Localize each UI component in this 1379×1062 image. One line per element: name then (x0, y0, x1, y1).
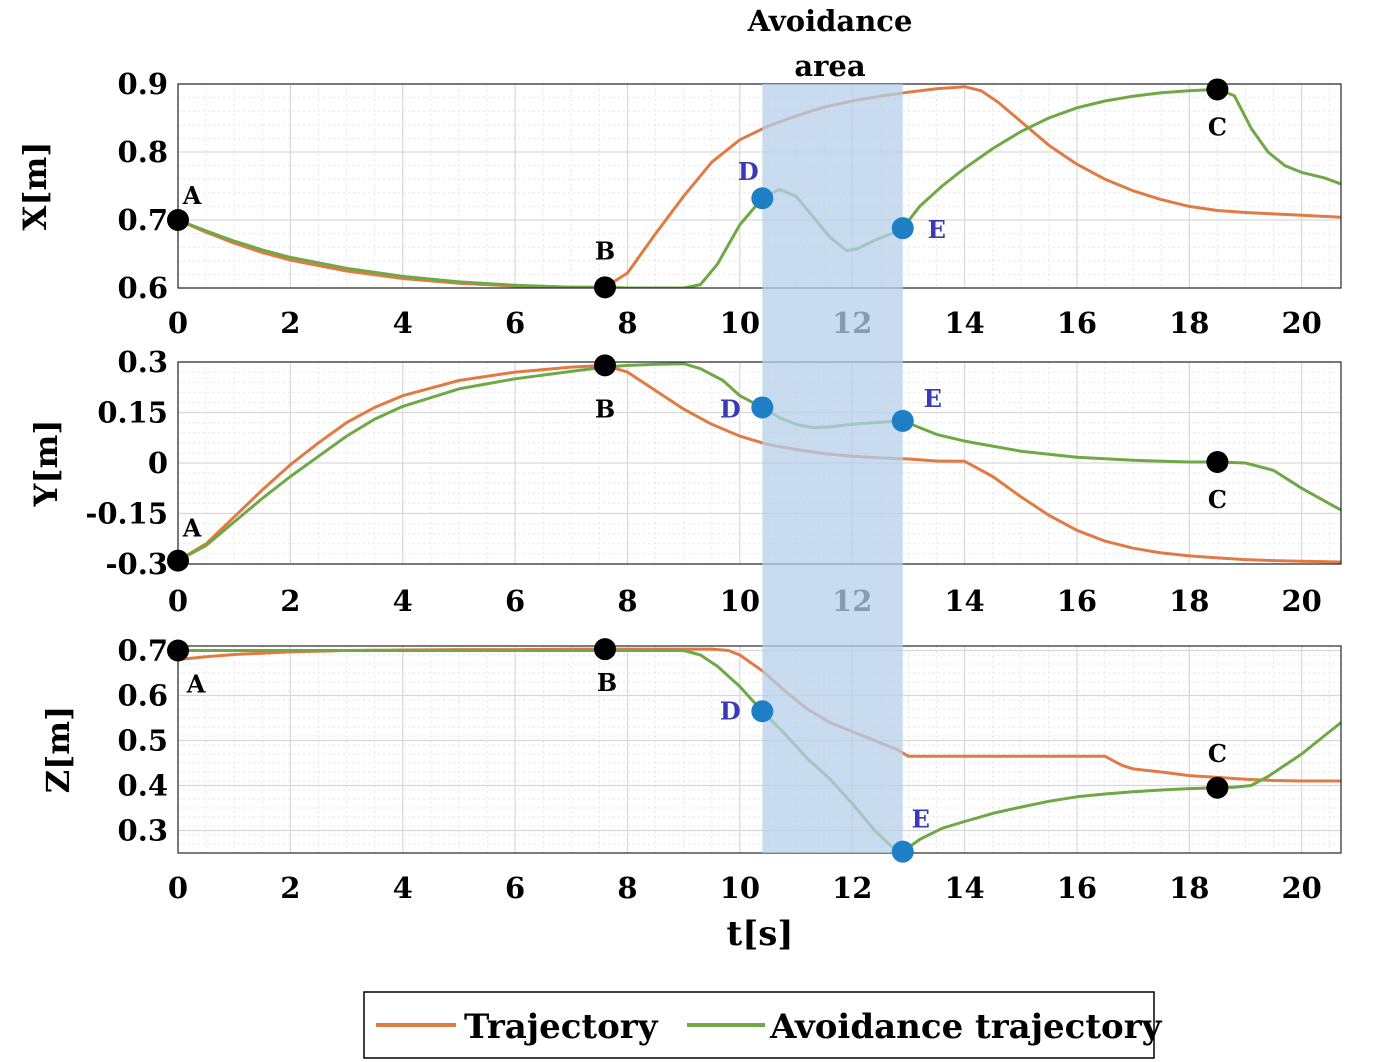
x-tick-label: 6 (505, 871, 525, 905)
x-tick-label: 4 (393, 306, 413, 340)
x-tick-label: 16 (1057, 306, 1097, 340)
x-tick-label: 6 (505, 306, 525, 340)
y-tick-label: 0.4 (118, 769, 168, 803)
x-tick-label: 20 (1281, 306, 1321, 340)
point-C-marker (1206, 78, 1229, 101)
legend: Trajectory Avoidance trajectory (363, 991, 1163, 1059)
x-tick-label: 18 (1169, 584, 1209, 618)
x-tick-label: 0 (168, 871, 188, 905)
x-tick-label: 8 (617, 584, 637, 618)
point-E-label: E (928, 215, 946, 244)
point-B-marker (593, 638, 616, 661)
point-B-marker (593, 276, 616, 299)
y-tick-label: 0.6 (118, 679, 168, 713)
x-tick-label: 10 (720, 584, 760, 618)
point-A-label: A (182, 514, 202, 543)
avoidance-area-band (762, 84, 903, 853)
point-E-label: E (912, 805, 930, 834)
x-tick-label: 10 (720, 871, 760, 905)
y-tick-label: -0.3 (106, 547, 169, 581)
avoidance-area-title-line1: Avoidance (747, 4, 913, 38)
point-B-label: B (597, 668, 617, 697)
x-tick-label: 8 (617, 871, 637, 905)
point-B-label: B (595, 236, 615, 265)
point-D-label: D (738, 157, 759, 186)
x-tick-label: 2 (280, 306, 300, 340)
x-tick-label: 14 (944, 306, 984, 340)
plot-area-z (178, 646, 1341, 853)
x-tick-label: 4 (393, 584, 413, 618)
point-C-label: C (1208, 112, 1227, 141)
x-tick-label: 20 (1281, 871, 1321, 905)
y-tick-label: 0 (148, 446, 168, 480)
axes-frame-z (177, 645, 1342, 854)
point-C-label: C (1208, 739, 1227, 768)
point-A-marker (167, 549, 189, 572)
x-tick-label: 10 (720, 306, 760, 340)
x-tick-label: 2 (280, 584, 300, 618)
x-tick-label: 18 (1169, 871, 1209, 905)
x-tick-label: 8 (617, 306, 637, 340)
x-tick-label: 20 (1281, 584, 1321, 618)
point-E-label: E (924, 384, 942, 413)
y-tick-label: 0.3 (118, 345, 168, 379)
x-tick-label: 16 (1057, 871, 1097, 905)
y-axis-label-y: Y[m] (27, 420, 65, 508)
y-axis-label-z: Z[m] (39, 706, 77, 794)
x-tick-label: 14 (944, 584, 984, 618)
point-C-label: C (1208, 485, 1227, 514)
point-D-marker (751, 700, 774, 723)
x-tick-label: 4 (393, 871, 413, 905)
y-tick-label: 0.7 (118, 203, 168, 237)
y-tick-label: 0.7 (118, 634, 168, 668)
point-D-marker (751, 396, 774, 419)
avoidance-area-title-line2: area (794, 49, 866, 83)
legend-trajectory-label: Trajectory (464, 1007, 659, 1047)
point-E-marker (891, 840, 914, 863)
x-tick-label: 0 (168, 584, 188, 618)
series-line-avoidance (178, 362, 1341, 562)
point-C-marker (1206, 450, 1229, 473)
y-tick-label: 0.5 (118, 724, 168, 758)
y-tick-label: -0.15 (85, 497, 168, 531)
x-tick-label: 18 (1169, 306, 1209, 340)
subplots-group: 024681012141618200.60.70.80.9X[m]0246810… (16, 67, 1342, 905)
x-tick-label: 2 (280, 871, 300, 905)
subplot-z: 0 2 4 6 8 10 12 14 16 18 20 0.3 0.4 0.5 0.6 0.7 Z[m] (39, 634, 1342, 905)
point-A-marker (167, 639, 189, 662)
legend-avoidance-label: Avoidance trajectory (769, 1007, 1163, 1047)
y-axis-label-x: X[m] (16, 142, 54, 231)
x-tick-label: 0 (168, 306, 188, 340)
point-A-label: A (182, 181, 202, 210)
point-C-marker (1206, 776, 1229, 799)
point-D-label: D (720, 696, 741, 725)
x-tick-label: 16 (1057, 584, 1097, 618)
x-tick-label: 6 (505, 584, 525, 618)
point-D-label: D (720, 394, 741, 423)
point-D-marker (751, 187, 774, 210)
point-E-marker (891, 409, 914, 432)
y-tick-label: 0.9 (118, 67, 168, 101)
point-E-marker (891, 217, 914, 240)
x-axis-label: t[s] (726, 914, 793, 954)
point-B-marker (593, 354, 616, 377)
plot-area-x (178, 84, 1341, 288)
y-tick-label: 0.8 (118, 135, 168, 169)
point-A-label: A (186, 670, 206, 699)
y-tick-label: 0.3 (118, 814, 168, 848)
point-B-label: B (595, 394, 615, 423)
y-tick-label: 0.6 (118, 271, 168, 305)
point-A-marker (167, 209, 189, 231)
y-tick-label: 0.15 (97, 396, 168, 430)
axes-frame-y (177, 361, 1342, 565)
axes-frame-x (177, 83, 1342, 289)
x-tick-label: 14 (944, 871, 984, 905)
x-tick-label: 12 (832, 871, 872, 905)
